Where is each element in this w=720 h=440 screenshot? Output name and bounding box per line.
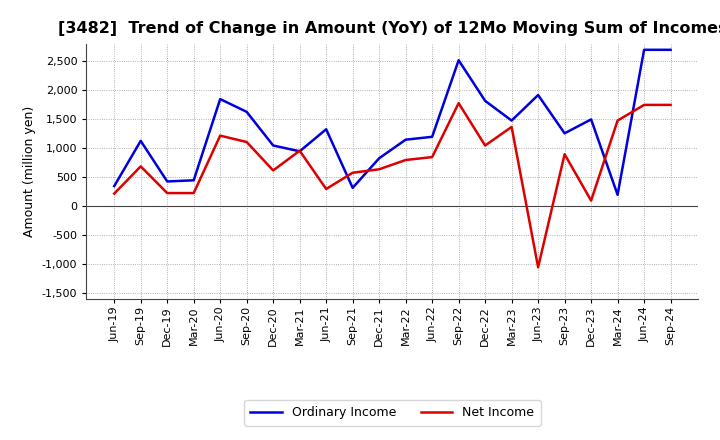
Net Income [163,191,171,196]
Legend: Ordinary Income, Net Income: Ordinary Income, Net Income [244,400,541,425]
Ordinary Income [216,96,225,102]
Net Income [454,100,463,106]
Ordinary Income [666,47,675,52]
Ordinary Income [322,127,330,132]
Ordinary Income [136,138,145,143]
Ordinary Income [428,134,436,139]
Ordinary Income [534,92,542,98]
Ordinary Income [613,192,622,198]
Net Income [216,133,225,138]
Net Income [348,170,357,176]
Net Income [243,139,251,145]
Ordinary Income [348,185,357,191]
Ordinary Income [560,131,569,136]
Net Income [269,168,277,173]
Ordinary Income [481,98,490,103]
Net Income [560,151,569,157]
Ordinary Income [454,58,463,63]
Net Income [322,187,330,192]
Net Income [640,102,649,107]
Net Income [613,118,622,123]
Ordinary Income [508,118,516,123]
Ordinary Income [640,47,649,52]
Net Income [375,167,384,172]
Ordinary Income [587,117,595,122]
Ordinary Income [243,109,251,114]
Title: [3482]  Trend of Change in Amount (YoY) of 12Mo Moving Sum of Incomes: [3482] Trend of Change in Amount (YoY) o… [58,21,720,36]
Ordinary Income [375,156,384,161]
Net Income [534,265,542,270]
Net Income [428,154,436,160]
Line: Net Income: Net Income [114,103,670,268]
Net Income [401,158,410,163]
Ordinary Income [269,143,277,148]
Net Income [587,198,595,203]
Ordinary Income [295,149,304,154]
Y-axis label: Amount (million yen): Amount (million yen) [23,106,36,237]
Net Income [110,191,119,196]
Ordinary Income [189,178,198,183]
Net Income [508,124,516,129]
Line: Ordinary Income: Ordinary Income [114,50,670,195]
Net Income [666,102,675,107]
Ordinary Income [110,183,119,189]
Net Income [295,148,304,154]
Ordinary Income [163,179,171,184]
Ordinary Income [401,137,410,142]
Net Income [189,191,198,196]
Net Income [136,164,145,169]
Net Income [481,143,490,148]
